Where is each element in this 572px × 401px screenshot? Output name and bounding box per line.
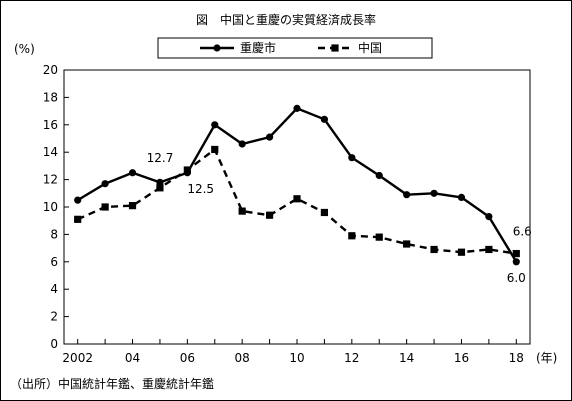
data-point [485, 212, 493, 221]
series-chongqing [74, 104, 520, 266]
y-tick-label: 6 [50, 255, 58, 269]
data-point [128, 202, 137, 210]
source-note: （出所）中国統計年鑑、重慶統計年鑑 [10, 376, 214, 391]
y-tick-label: 20 [43, 63, 58, 77]
legend-box [157, 37, 433, 59]
data-label: 6.6 [513, 225, 532, 239]
data-point [101, 203, 109, 211]
data-point [211, 121, 219, 129]
data-point [348, 232, 356, 240]
y-tick-label: 0 [50, 337, 58, 351]
data-point [74, 215, 82, 223]
legend-marker [213, 44, 221, 52]
data-point [348, 154, 356, 162]
data-label: 12.5 [187, 182, 214, 196]
data-point [430, 245, 438, 254]
x-tick-label: 04 [125, 351, 140, 365]
data-point [156, 178, 164, 186]
y-tick-label: 12 [43, 173, 58, 187]
x-tick-label: 06 [180, 351, 195, 365]
data-point [485, 245, 493, 254]
legend: 重慶市 中国 [157, 37, 433, 59]
x-tick-label: 14 [399, 351, 414, 365]
x-tick-label: 18 [509, 351, 524, 365]
legend-label: 中国 [358, 40, 382, 55]
x-tick-label: 10 [289, 351, 304, 365]
series-layer [74, 104, 520, 266]
data-point [457, 193, 466, 202]
series-line [77, 107, 518, 263]
data-point [403, 240, 411, 248]
data-point [512, 258, 520, 266]
data-point [128, 169, 137, 177]
x-tick-label: 16 [454, 351, 469, 365]
legend-label: 重慶市 [240, 40, 276, 55]
data-point [293, 104, 301, 112]
data-point [74, 196, 82, 204]
y-tick-label: 2 [50, 310, 58, 324]
series-china [74, 145, 520, 258]
y-tick-label: 4 [50, 282, 58, 296]
data-point [375, 171, 383, 180]
x-axis: 2002 04 06 08 10 12 14 16 18 [62, 339, 524, 365]
y-axis: 0 2 4 6 8 10 12 14 16 18 20 [43, 63, 69, 351]
data-point [320, 208, 329, 217]
data-point [238, 140, 246, 148]
y-axis-label: (%) [14, 42, 35, 56]
y-tick-label: 14 [43, 145, 58, 159]
data-label: 12.7 [147, 151, 174, 165]
x-tick-label: 08 [235, 351, 250, 365]
data-point [238, 207, 246, 215]
x-axis-label: (年) [536, 351, 557, 365]
data-point [403, 191, 411, 199]
legend-marker [331, 44, 339, 52]
x-tick-label: 2002 [62, 351, 93, 365]
y-tick-label: 10 [43, 200, 58, 214]
data-point [430, 189, 438, 197]
annotations: 12.7 12.5 6.6 6.0 [147, 151, 532, 285]
data-point [293, 195, 301, 203]
y-tick-label: 8 [50, 227, 58, 241]
data-point [375, 233, 383, 241]
data-point [265, 211, 274, 219]
chart-title: 図 中国と重慶の実質経済成長率 [196, 12, 376, 27]
data-point [457, 248, 466, 256]
data-label: 6.0 [507, 271, 526, 285]
x-tick-label: 12 [344, 351, 359, 365]
data-point [265, 133, 274, 141]
data-point [156, 184, 164, 192]
y-tick-label: 16 [43, 118, 58, 132]
data-point [320, 115, 329, 123]
data-point [101, 180, 109, 188]
y-tick-label: 18 [43, 90, 58, 104]
data-point [183, 166, 191, 174]
data-point [211, 145, 219, 154]
data-point [512, 249, 520, 258]
